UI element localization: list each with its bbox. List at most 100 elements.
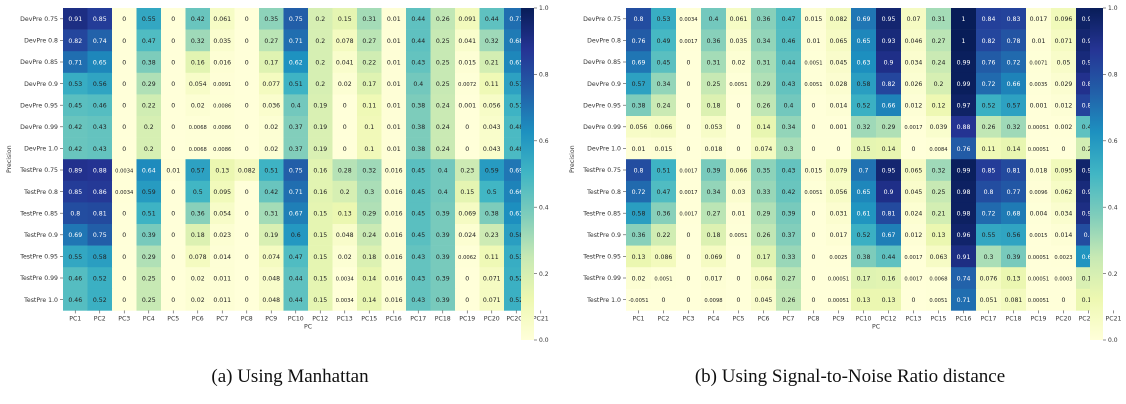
cell-value-label: 0.064: [755, 275, 773, 282]
heatmap-cell: [63, 8, 88, 30]
cell-value-label: 0.02: [338, 254, 352, 261]
cell-value-label: 0.034: [1055, 211, 1073, 218]
heatmap-cell: [430, 51, 456, 74]
heatmap-cell: [136, 288, 162, 311]
heatmap-cell: [406, 180, 431, 203]
heatmap-cell: [381, 72, 407, 95]
cell-value-label: 0.38: [411, 124, 425, 131]
cell-value-label: 0.36: [191, 211, 205, 218]
cell-value-label: 0.024: [905, 211, 923, 218]
heatmap-cell: [381, 245, 407, 268]
heatmap-cell: [234, 267, 260, 290]
cell-value-label: 0.19: [313, 103, 327, 110]
heatmap-cell: [1026, 202, 1052, 225]
heatmap-cell: [926, 137, 952, 160]
cell-value-label: 0.1: [364, 146, 374, 153]
heatmap-cell: [1051, 116, 1077, 138]
x-axis-label: PC: [304, 323, 312, 330]
heatmap-cell: [455, 180, 480, 203]
heatmap-cell: [851, 159, 877, 182]
cell-value-label: 0.011: [213, 275, 231, 282]
heatmap-cell: [112, 72, 137, 95]
heatmap-cell: [63, 224, 88, 246]
cell-value-label: 0.72: [982, 211, 996, 218]
heatmap-cell: [1026, 267, 1052, 290]
cell-value-label: 0.078: [336, 38, 354, 45]
heatmap-cell: [926, 288, 952, 311]
heatmap-cell: [430, 29, 456, 52]
cell-value-label: 0: [737, 103, 741, 110]
cell-value-label: 0.023: [213, 232, 231, 239]
x-tick-label: PC2: [658, 315, 670, 322]
cell-value-label: 0: [837, 146, 841, 153]
cell-value-label: 0.37: [782, 232, 796, 239]
heatmap-cell: [926, 202, 952, 225]
cell-value-label: 0.079: [830, 167, 848, 174]
heatmap-cell: [701, 116, 727, 138]
heatmap-cell: [357, 288, 382, 311]
cell-value-label: 0.035: [730, 38, 748, 45]
x-tick-label: PC6: [758, 315, 770, 322]
heatmap-cell: [851, 29, 877, 52]
heatmap-cell: [259, 180, 284, 203]
cell-value-label: 0.26: [757, 103, 771, 110]
cell-value-label: 0.38: [632, 103, 646, 110]
heatmap-cell: [112, 202, 137, 225]
heatmap-cell: [136, 72, 162, 95]
cell-value-label: 0.6: [291, 232, 301, 239]
cell-value-label: 0.4: [413, 81, 423, 88]
heatmap-cell: [381, 51, 407, 74]
heatmap-cell: [63, 94, 88, 117]
cell-value-label: 0.43: [782, 81, 796, 88]
cell-value-label: 0.0071: [1029, 60, 1047, 66]
heatmap-cell: [87, 288, 113, 311]
heatmap-cell: [479, 8, 505, 30]
heatmap-cell: [308, 267, 333, 290]
cell-value-label: 0.14: [362, 275, 376, 282]
heatmap-cell: [381, 8, 407, 30]
heatmap-cell: [701, 159, 727, 182]
heatmap-cell: [1051, 245, 1077, 268]
cell-value-label: 0.51: [289, 81, 303, 88]
cell-value-label: 0.016: [385, 211, 403, 218]
cell-value-label: 0.68: [509, 38, 523, 45]
cell-value-label: 0.0017: [904, 255, 922, 261]
cell-value-label: 0.01: [387, 124, 401, 131]
cell-value-label: 0.0017: [904, 125, 922, 131]
heatmap-cell: [1051, 159, 1077, 182]
y-tick-label: DevPre 1.0: [24, 146, 58, 153]
cell-value-label: 0.58: [632, 211, 646, 218]
heatmap-cell: [357, 159, 382, 182]
cell-value-label: 0.36: [657, 211, 671, 218]
cell-value-label: 0.15: [313, 232, 327, 239]
heatmap-cell: [851, 137, 877, 160]
heatmap-cell: [701, 288, 727, 311]
cell-value-label: 0.056: [630, 124, 648, 131]
heatmap-cell: [479, 245, 505, 268]
cell-value-label: 0.036: [262, 103, 280, 110]
heatmap-cell: [430, 72, 456, 95]
cell-value-label: 0.041: [458, 38, 476, 45]
cell-value-label: 0.9: [884, 189, 894, 196]
heatmap-cell: [651, 245, 677, 268]
heatmap-cell: [283, 267, 309, 290]
heatmap-cell: [357, 224, 382, 246]
cell-value-label: 0.63: [857, 59, 871, 66]
heatmap-cell: [357, 94, 382, 117]
heatmap-cell: [357, 137, 382, 160]
heatmap-cell: [701, 29, 727, 52]
cell-value-label: 0.52: [509, 275, 523, 282]
cell-value-label: 0: [812, 297, 816, 304]
colorbar-tick-label: 0.6: [539, 138, 549, 145]
cell-value-label: 0.29: [362, 211, 376, 218]
heatmap-cell: [1001, 116, 1027, 138]
cell-value-label: 0.1: [364, 124, 374, 131]
cell-value-label: 0.81: [882, 211, 896, 218]
cell-value-label: 0.38: [411, 103, 425, 110]
heatmap-cell: [976, 94, 1002, 117]
cell-value-label: 0.44: [289, 275, 303, 282]
cell-value-label: 0.02: [264, 146, 278, 153]
heatmap-cell: [826, 137, 852, 160]
heatmap-cell: [676, 202, 702, 225]
